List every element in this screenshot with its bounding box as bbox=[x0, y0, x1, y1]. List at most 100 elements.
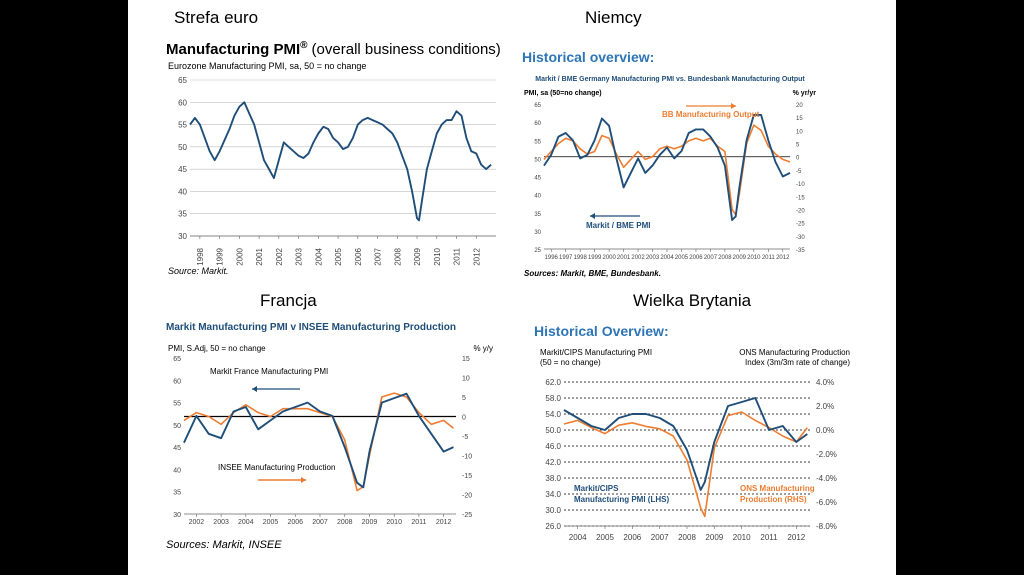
x-tick-label: 2004 bbox=[238, 519, 254, 526]
y2-tick-label: -6.0% bbox=[816, 498, 837, 507]
y2-tick-label: -25 bbox=[796, 222, 805, 228]
arrow-output-head bbox=[301, 477, 306, 483]
y-axis-label-right-2: Index (3m/3m rate of change) bbox=[745, 358, 850, 367]
x-tick-label: 2007 bbox=[651, 533, 669, 542]
arrow-pmi-head bbox=[590, 213, 595, 219]
series-line-markit-bme-pmi bbox=[543, 113, 791, 221]
y-axis-label-left-1: Markit/CIPS Manufacturing PMI bbox=[540, 348, 652, 357]
y-tick-label: 25 bbox=[534, 248, 541, 254]
y-tick-label: 50 bbox=[534, 157, 541, 163]
y-axis-label-left: PMI, sa (50=no change) bbox=[524, 90, 602, 97]
series-label-output: INSEE Manufacturing Production bbox=[218, 463, 335, 472]
x-tick-label: 2008 bbox=[337, 519, 353, 526]
y2-tick-label: 15 bbox=[462, 356, 470, 363]
chart-subtitle: Eurozone Manufacturing PMI, sa, 50 = no … bbox=[168, 61, 366, 71]
y-tick-label: 46.0 bbox=[545, 442, 561, 451]
x-tick-label: 2007 bbox=[374, 247, 383, 265]
x-tick-label: 2003 bbox=[646, 255, 660, 261]
y-tick-label: 50 bbox=[178, 143, 187, 152]
x-tick-label: 2000 bbox=[235, 247, 244, 265]
y2-tick-label: -10 bbox=[796, 182, 805, 188]
region-title-uk: Wielka Brytania bbox=[633, 291, 752, 310]
x-tick-label: 2004 bbox=[569, 533, 587, 542]
x-tick-label: 2009 bbox=[705, 533, 723, 542]
x-tick-label: 2008 bbox=[393, 247, 402, 265]
x-tick-label: 2011 bbox=[411, 519, 426, 526]
y2-tick-label: 20 bbox=[796, 103, 803, 109]
y-tick-label: 65 bbox=[173, 356, 181, 363]
x-tick-label: 2005 bbox=[263, 519, 279, 526]
chart-title: Markit Manufacturing PMI v INSEE Manufac… bbox=[166, 322, 456, 333]
x-tick-label: 2009 bbox=[733, 255, 747, 261]
series-label-pmi: Markit France Manufacturing PMI bbox=[210, 367, 328, 376]
y-tick-label: 30 bbox=[173, 512, 181, 519]
x-tick-label: 2005 bbox=[334, 247, 343, 265]
plot-area: 30 35 40 45 50 55 60 65 -25 -20 -15 -10 -5 0 5 10 15 2002… bbox=[173, 356, 472, 526]
series-label-output-1: ONS Manufacturing bbox=[740, 484, 815, 493]
chart-title: Historical overview: bbox=[522, 49, 654, 65]
x-tick-label: 2005 bbox=[596, 533, 614, 542]
y-tick-label: 26.0 bbox=[545, 522, 561, 531]
x-tick-label: 2007 bbox=[312, 519, 328, 526]
y2-tick-label: -15 bbox=[796, 195, 805, 201]
x-tick-label: 2000 bbox=[602, 255, 616, 261]
y-tick-label: 38.0 bbox=[545, 474, 561, 483]
y-tick-label: 55 bbox=[534, 139, 541, 145]
plot-area: 30 35 40 45 50 55 60 65 1998 1999 2000 2001 2002 2003… bbox=[178, 76, 496, 266]
france-pmi-chart: Markit Manufacturing PMI v INSEE Manufac… bbox=[166, 322, 493, 551]
arrow-pmi-head bbox=[252, 386, 257, 392]
chart-source: Source: Markit. bbox=[168, 266, 229, 276]
y2-tick-label: 0.0% bbox=[816, 426, 834, 435]
y-tick-label: 45 bbox=[178, 165, 187, 174]
x-tick-label: 2006 bbox=[287, 519, 303, 526]
x-tick-label: 2008 bbox=[678, 533, 696, 542]
x-tick-label: 2004 bbox=[660, 255, 674, 261]
y-tick-label: 40 bbox=[534, 194, 541, 200]
chart-source: Sources: Markit, INSEE bbox=[166, 539, 282, 551]
series-line-markit-cips-manufacturing-pmi-lhs- bbox=[563, 397, 808, 491]
y2-tick-label: 0 bbox=[796, 156, 800, 162]
y-tick-label: 34.0 bbox=[545, 490, 561, 499]
chart-source: Sources: Markit, BME, Bundesbank. bbox=[524, 269, 661, 278]
y2-tick-label: -20 bbox=[796, 208, 805, 214]
x-tick-label: 1998 bbox=[196, 247, 205, 265]
y-tick-label: 55 bbox=[173, 401, 181, 408]
y2-tick-label: -4.0% bbox=[816, 474, 837, 483]
x-tick-label: 2007 bbox=[704, 255, 718, 261]
x-tick-label: 2011 bbox=[760, 533, 778, 542]
y-tick-label: 62.0 bbox=[545, 378, 561, 387]
slide: Strefa euro Niemcy Francja Wielka Brytan… bbox=[128, 0, 896, 575]
y2-tick-label: -5 bbox=[796, 169, 802, 175]
y2-tick-label: 0 bbox=[462, 415, 466, 422]
y-tick-label: 54.0 bbox=[545, 410, 561, 419]
x-tick-label: 2010 bbox=[733, 533, 751, 542]
series-line-bb-manufacturing-output bbox=[543, 124, 791, 216]
x-tick-label: 1999 bbox=[216, 247, 225, 265]
y2-tick-label: -8.0% bbox=[816, 522, 837, 531]
x-tick-label: 2003 bbox=[295, 247, 304, 265]
y2-tick-label: 15 bbox=[796, 116, 803, 122]
x-tick-label: 1998 bbox=[573, 255, 587, 261]
x-tick-label: 2005 bbox=[675, 255, 689, 261]
x-tick-label: 2011 bbox=[762, 255, 776, 261]
y2-tick-label: 10 bbox=[796, 129, 803, 135]
chart-title: Historical Overview: bbox=[534, 323, 669, 339]
y-tick-label: 30.0 bbox=[545, 506, 561, 515]
y-tick-label: 45 bbox=[534, 176, 541, 182]
x-tick-label: 2009 bbox=[362, 519, 378, 526]
y2-tick-label: 5 bbox=[462, 395, 466, 402]
y2-tick-label: -20 bbox=[462, 493, 472, 500]
chart-subtitle: Markit / BME Germany Manufacturing PMI v… bbox=[535, 76, 805, 83]
y-tick-label: 60 bbox=[178, 98, 187, 107]
x-tick-label: 2012 bbox=[787, 533, 805, 542]
y-tick-label: 42.0 bbox=[545, 458, 561, 467]
y-axis-label-right-1: ONS Manufacturing Production bbox=[739, 348, 850, 357]
series-label-output: BB Manufacturing Output bbox=[662, 110, 760, 119]
x-tick-label: 2004 bbox=[314, 247, 323, 265]
x-tick-label: 2001 bbox=[255, 247, 264, 265]
y2-tick-label: 2.0% bbox=[816, 402, 834, 411]
y-axis-label-right: % yr/yr bbox=[793, 90, 817, 97]
x-tick-label: 2008 bbox=[718, 255, 732, 261]
x-tick-label: 2002 bbox=[631, 255, 645, 261]
y-tick-label: 35 bbox=[173, 490, 181, 497]
